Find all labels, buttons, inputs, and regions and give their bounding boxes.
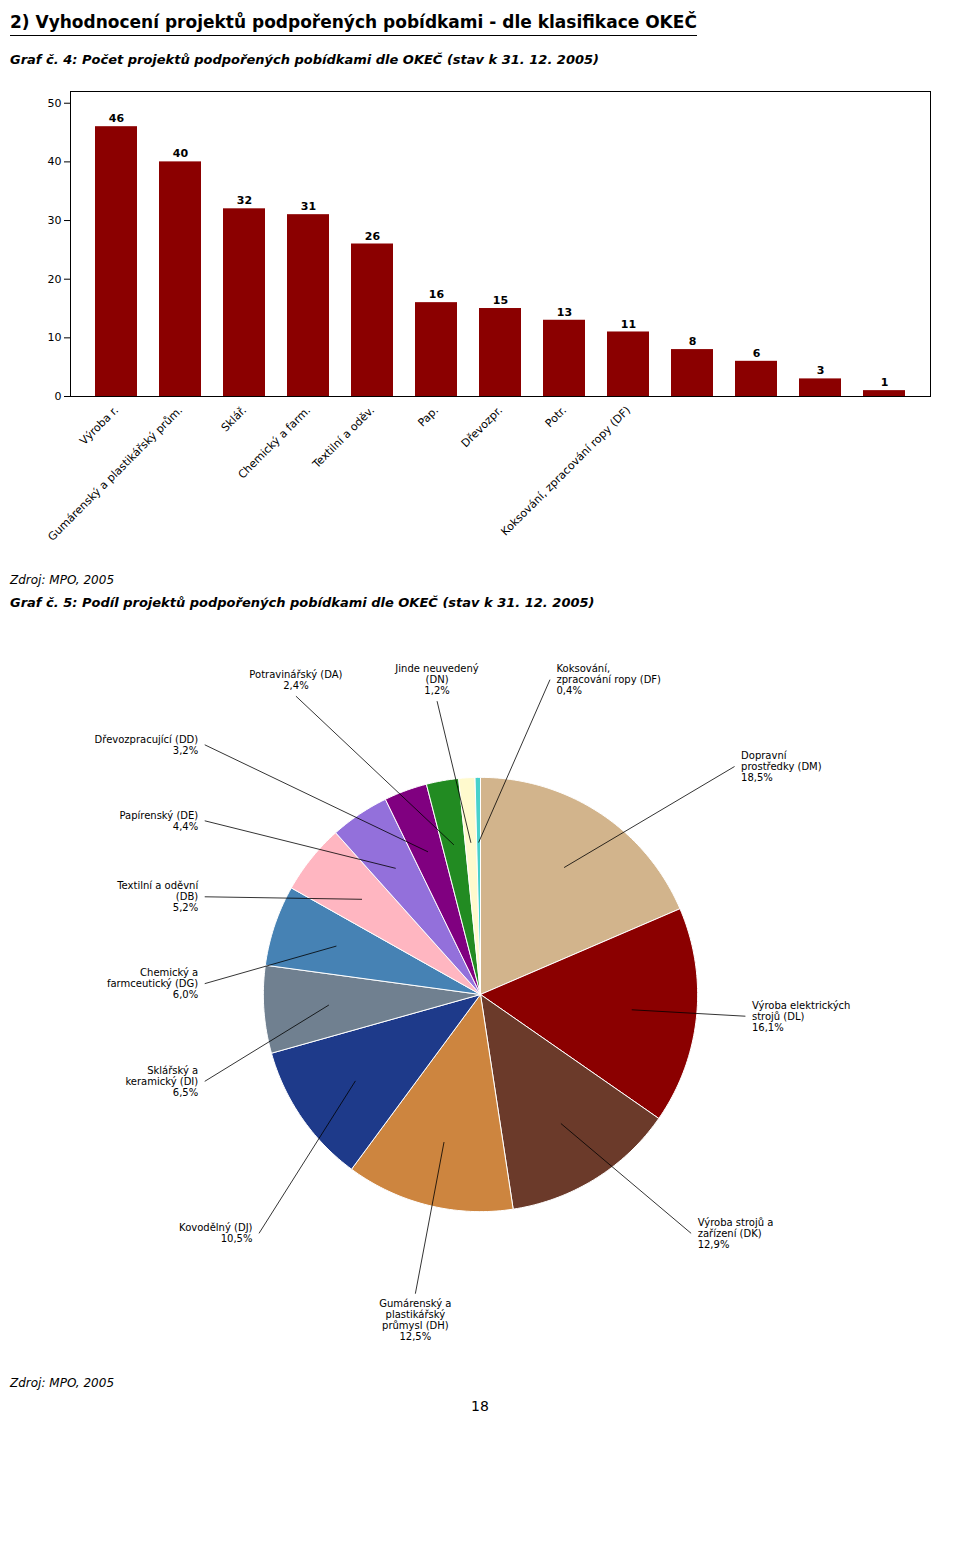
svg-text:40: 40 [173, 147, 189, 160]
svg-text:Dřevozpracující (DD)3,2%: Dřevozpracující (DD)3,2% [95, 734, 199, 756]
svg-text:13: 13 [557, 306, 572, 319]
html-text:2) Vyhodnocení projektů podpoř: 2) Vyhodnocení projektů podpořených pobí… [10, 12, 697, 32]
svg-text:Potr.: Potr. [543, 404, 569, 430]
svg-text:Chemický a farm.: Chemický a farm. [236, 404, 314, 482]
svg-text:Jinde neuvedený(DN)1,2%: Jinde neuvedený(DN)1,2% [394, 663, 478, 696]
svg-text:Pap.: Pap. [415, 404, 441, 430]
html-text:18: 18 [471, 1398, 489, 1414]
svg-text:Dopravníprostředky (DM)18,5%: Dopravníprostředky (DM)18,5% [741, 750, 822, 783]
svg-text:50: 50 [48, 97, 62, 110]
svg-text:15: 15 [493, 294, 508, 307]
svg-text:31: 31 [301, 200, 316, 213]
svg-text:Chemický afarmceutický (DG)6,0: Chemický afarmceutický (DG)6,0% [107, 967, 198, 1000]
svg-text:Koksování, zpracování ropy (DF: Koksování, zpracování ropy (DF) [498, 404, 633, 539]
svg-text:6: 6 [753, 347, 761, 360]
svg-text:26: 26 [365, 230, 381, 243]
svg-text:30: 30 [48, 214, 62, 227]
svg-text:Dřevozpr.: Dřevozpr. [459, 404, 505, 450]
svg-text:46: 46 [109, 112, 125, 125]
svg-text:Výroba r.: Výroba r. [77, 404, 121, 448]
svg-text:16: 16 [429, 288, 445, 301]
svg-text:Gumárenský a plastikářský prům: Gumárenský a plastikářský prům. [45, 404, 185, 544]
svg-text:40: 40 [48, 155, 62, 168]
svg-text:Sklářský akeramický (DI)6,5%: Sklářský akeramický (DI)6,5% [125, 1065, 198, 1098]
svg-text:Potravinářský (DA)2,4%: Potravinářský (DA)2,4% [249, 669, 342, 691]
svg-text:Textilní a oděvní(DB)5,2%: Textilní a oděvní(DB)5,2% [116, 880, 199, 913]
html-text:Zdroj: MPO, 2005: Zdroj: MPO, 2005 [10, 1376, 114, 1390]
svg-text:1: 1 [881, 376, 889, 389]
html-text:Graf č. 5: Podíl projektů podp: Graf č. 5: Podíl projektů podpořených po… [10, 595, 595, 610]
svg-text:0: 0 [55, 390, 62, 403]
svg-text:8: 8 [689, 335, 697, 348]
svg-text:20: 20 [48, 273, 62, 286]
svg-text:10: 10 [48, 331, 62, 344]
svg-text:32: 32 [237, 194, 252, 207]
svg-text:Sklář.: Sklář. [219, 404, 250, 435]
svg-text:Kovodělný (DJ)10,5%: Kovodělný (DJ)10,5% [179, 1222, 252, 1244]
svg-text:11: 11 [621, 318, 636, 331]
svg-text:Koksování,zpracování ropy (DF): Koksování,zpracování ropy (DF)0,4% [557, 663, 662, 696]
svg-text:Papírenský (DE)4,4%: Papírenský (DE)4,4% [119, 810, 198, 832]
html-text:Graf č. 4: Počet projektů podp: Graf č. 4: Počet projektů podpořených po… [10, 52, 599, 67]
svg-text:Gumárenský aplastikářskýprůmys: Gumárenský aplastikářskýprůmysl (DH)12,5… [379, 1298, 451, 1342]
svg-text:Výroba strojů azařízení (DK)12: Výroba strojů azařízení (DK)12,9% [698, 1217, 774, 1250]
html-text:Zdroj: MPO, 2005: Zdroj: MPO, 2005 [10, 573, 114, 587]
svg-text:Textilní a oděv.: Textilní a oděv. [309, 404, 377, 472]
svg-text:Výroba elektrickýchstrojů (DL): Výroba elektrickýchstrojů (DL)16,1% [752, 1000, 851, 1033]
svg-text:3: 3 [817, 364, 825, 377]
